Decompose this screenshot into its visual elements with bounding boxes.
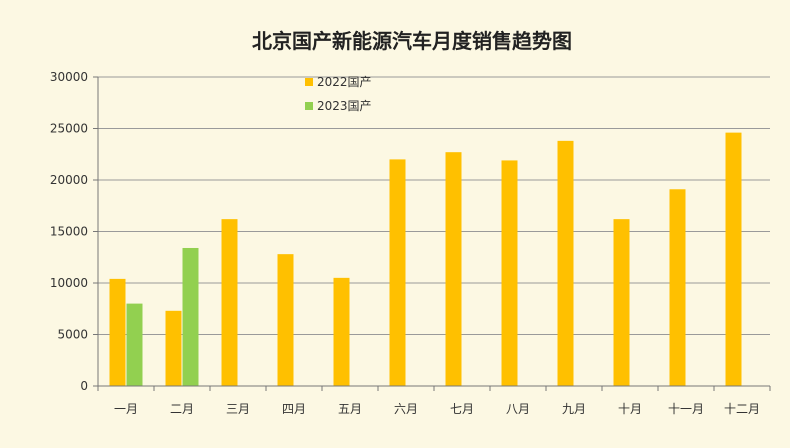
y-tick-label: 10000 (50, 276, 88, 290)
x-tick-label: 三月 (226, 402, 250, 416)
x-tick-label: 十月 (618, 402, 642, 416)
bar (182, 247, 199, 386)
bar (165, 310, 182, 386)
x-tick-label: 十一月 (668, 402, 704, 416)
bar (501, 160, 518, 386)
axes: 0 5000 10000 15000 20000 25000 30000 一月 二月 三月 四月 五月… (50, 70, 771, 416)
bar (333, 277, 350, 386)
x-tick-label: 四月 (282, 402, 306, 416)
legend-label: 2023国产 (317, 99, 372, 113)
x-tick-label: 八月 (506, 402, 530, 416)
x-tick-label: 九月 (562, 402, 586, 416)
legend-swatch (305, 102, 313, 110)
legend-label: 2022国产 (317, 75, 372, 89)
x-tick-label: 一月 (114, 402, 138, 416)
bar (725, 132, 742, 386)
bar (109, 278, 126, 386)
bar (277, 254, 294, 386)
bar (557, 140, 574, 386)
bar (613, 219, 630, 386)
y-tick-label: 20000 (50, 173, 88, 187)
bar (445, 152, 462, 386)
y-tick-label: 0 (80, 379, 88, 393)
y-tick-label: 15000 (50, 225, 88, 239)
legend: 2022国产 2023国产 (305, 75, 372, 113)
bar (221, 219, 238, 386)
y-tick-label: 5000 (57, 328, 88, 342)
bar (389, 159, 406, 386)
x-tick-label: 五月 (338, 402, 362, 416)
bar (126, 303, 143, 386)
y-tick-label: 25000 (50, 122, 88, 136)
x-tick-label: 十二月 (724, 402, 760, 416)
bars (109, 132, 742, 386)
x-tick-label: 六月 (394, 402, 418, 416)
legend-swatch (305, 78, 313, 86)
gridlines (98, 76, 770, 335)
x-tick-label: 二月 (170, 402, 194, 416)
x-tick-label: 七月 (450, 402, 474, 416)
bar (669, 189, 686, 386)
chart-title: 北京国产新能源汽车月度销售趋势图 (252, 29, 572, 53)
y-tick-label: 30000 (50, 70, 88, 84)
